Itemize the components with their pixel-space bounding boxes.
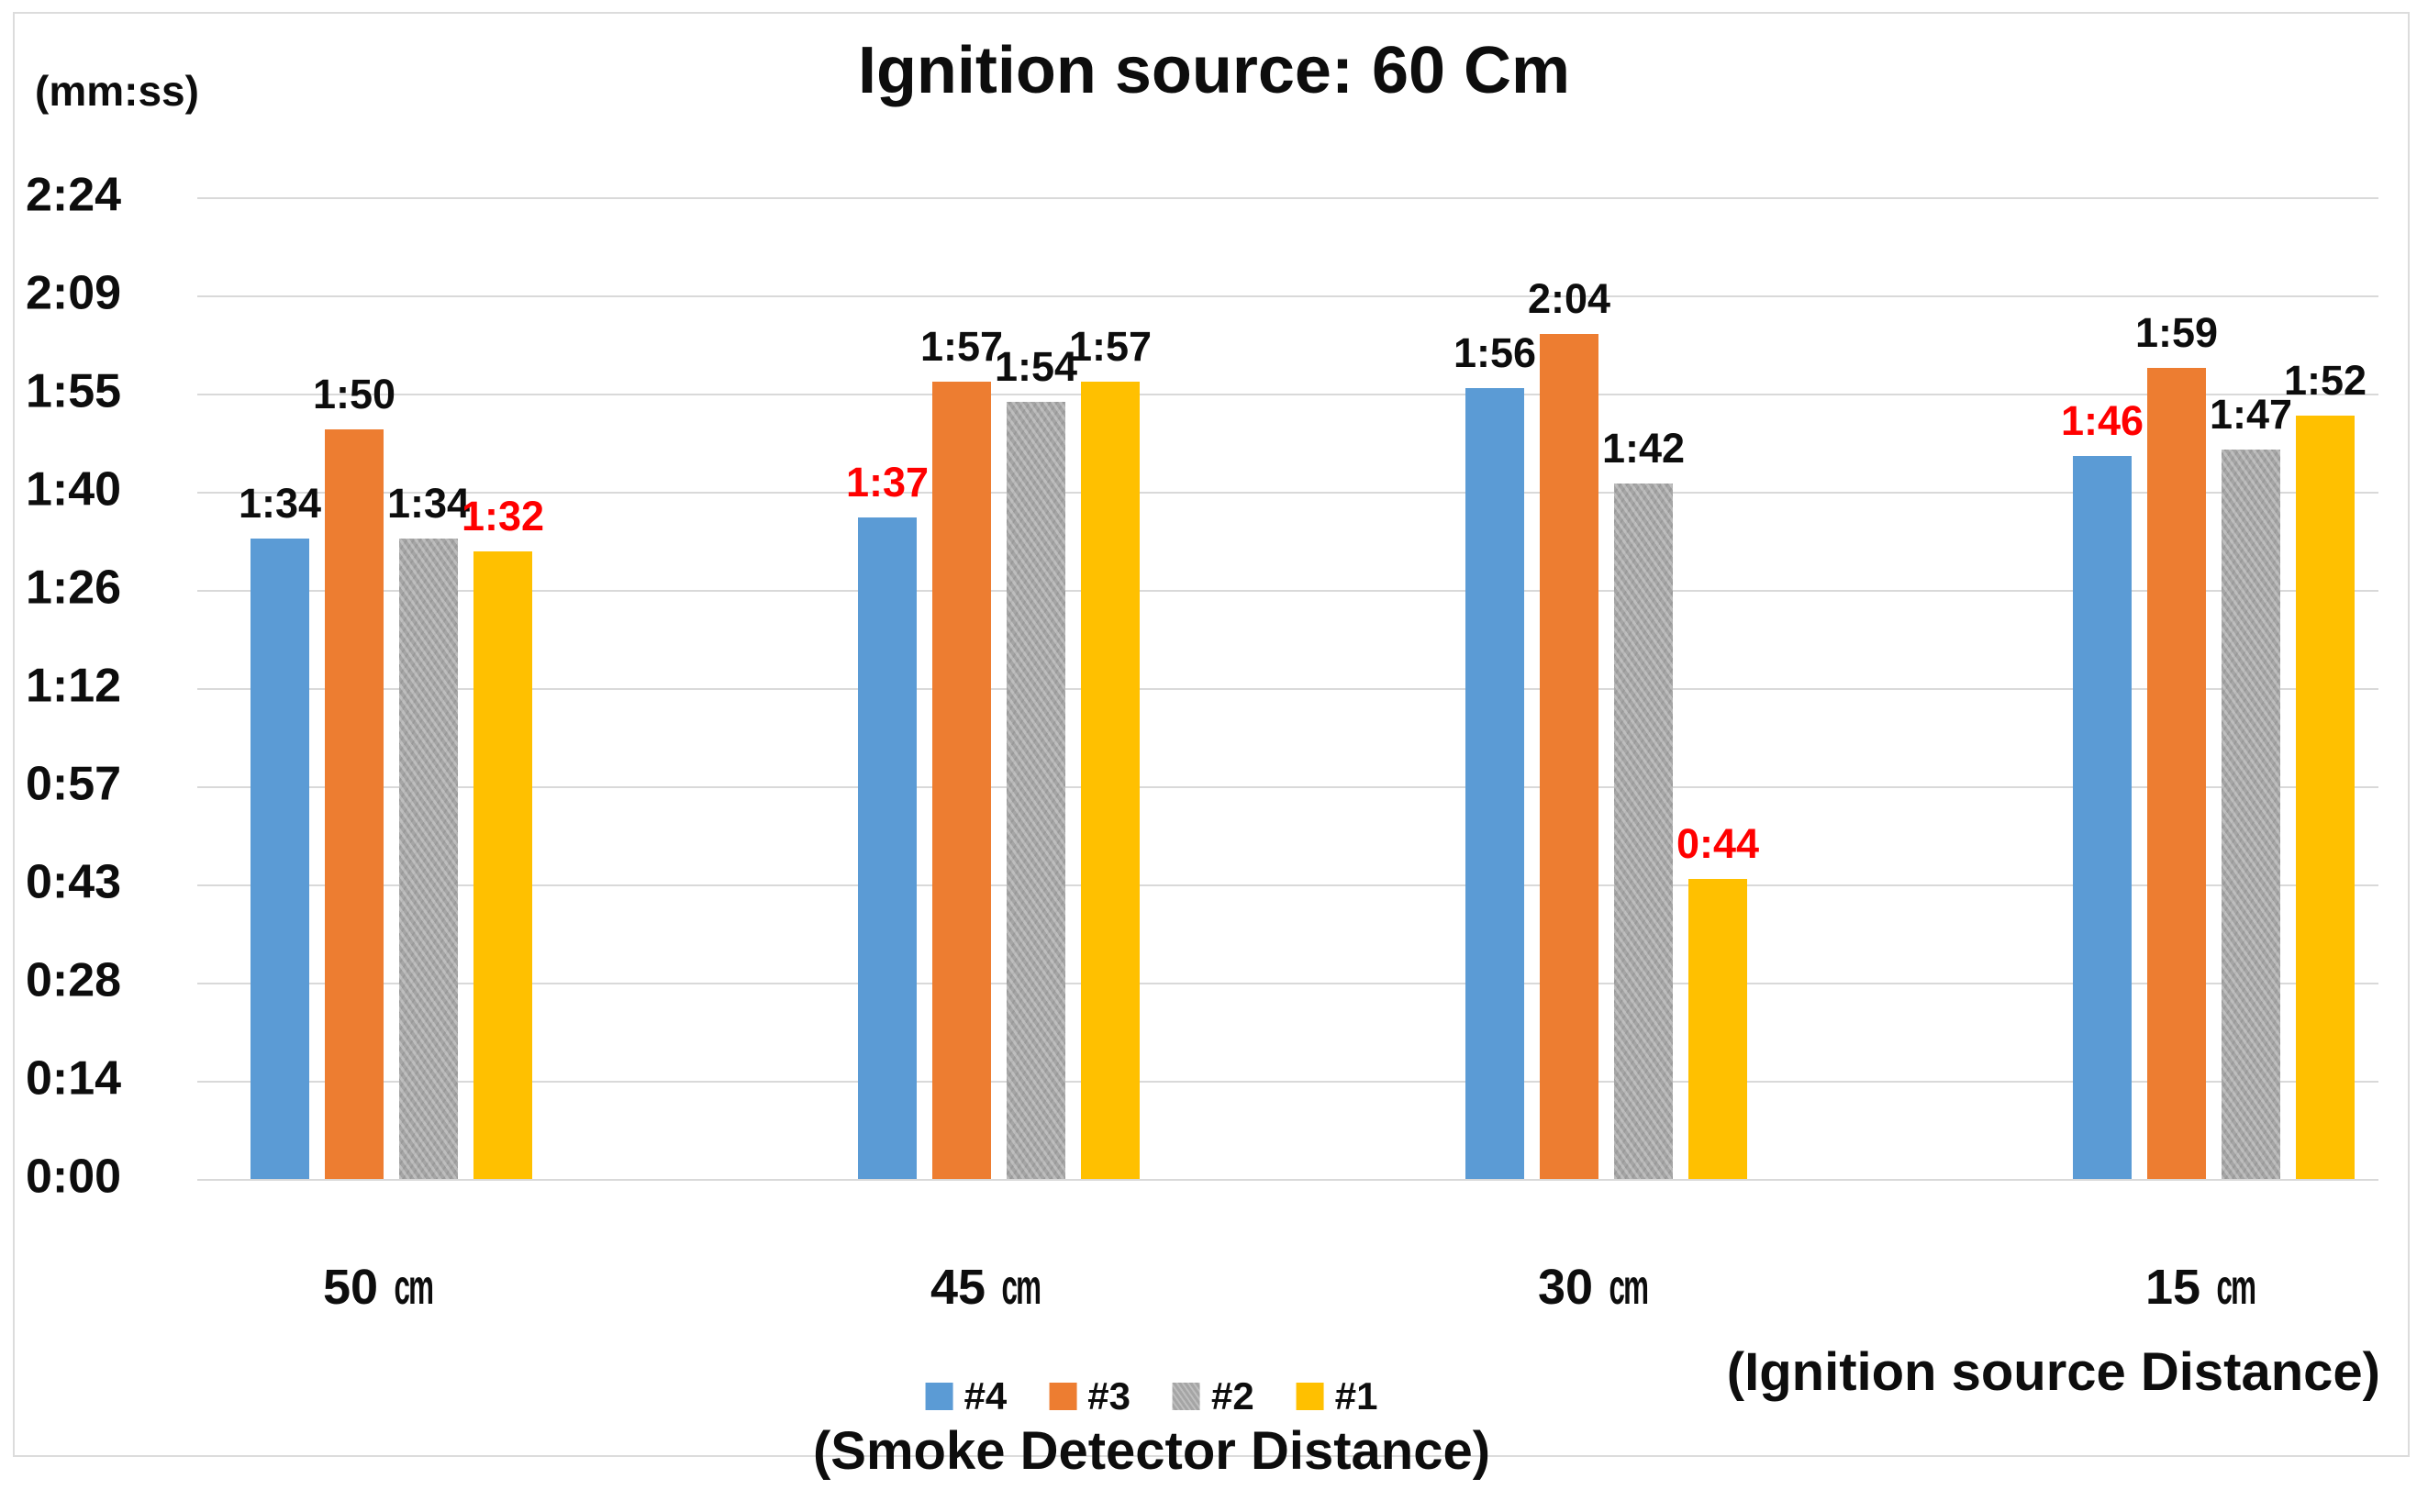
legend-label: #4 [963, 1374, 1008, 1418]
bar-s1-45cm [1081, 382, 1140, 1179]
chart-legend: #4 #3 #2 #1 [925, 1374, 1378, 1418]
gridline [197, 197, 2378, 199]
bar-value-label: 1:59 [2134, 309, 2219, 356]
gridline [197, 295, 2378, 297]
x-axis-caption-right: (Ignition source Distance) [1726, 1342, 2380, 1402]
bar-s2-50cm [399, 539, 458, 1179]
bar-s1-50cm [473, 551, 532, 1179]
x-category-label: 15 cm [2144, 1260, 2256, 1315]
gridline [197, 786, 2378, 788]
y-axis-unit-label: (mm:ss) [35, 67, 199, 115]
y-tick-label: 1:12 [26, 659, 122, 713]
bar-s4-45cm [858, 517, 917, 1179]
bar-s3-15cm [2147, 368, 2206, 1179]
bar-value-label: 0:44 [1676, 820, 1760, 867]
legend-swatch-icon [1173, 1383, 1200, 1410]
bar-s3-50cm [325, 429, 384, 1179]
legend-item-s3: #3 [1049, 1374, 1130, 1418]
bar-s4-15cm [2073, 456, 2132, 1179]
bar-s1-30cm [1688, 879, 1747, 1179]
gridline [197, 1081, 2378, 1083]
bar-value-label: 1:32 [461, 493, 545, 539]
y-tick-label: 0:14 [26, 1051, 122, 1106]
gridline [197, 1179, 2378, 1181]
bar-value-label: 1:56 [1453, 329, 1537, 376]
legend-swatch-icon [1296, 1383, 1324, 1410]
bar-s4-50cm [251, 539, 309, 1179]
bar-s2-30cm [1614, 484, 1673, 1179]
bar-value-label: 1:57 [1068, 323, 1153, 370]
legend-item-s2: #2 [1173, 1374, 1254, 1418]
y-tick-label: 1:40 [26, 462, 122, 517]
legend-swatch-icon [925, 1383, 953, 1410]
x-category-label: 30 cm [1537, 1260, 1649, 1315]
bar-s3-30cm [1540, 334, 1598, 1179]
legend-label: #3 [1087, 1374, 1130, 1418]
legend-label: #1 [1334, 1374, 1378, 1418]
bar-value-label: 1:52 [2283, 357, 2367, 404]
plot-area: 1:34 1:37 1:56 1:46 1:50 1:57 2:04 1:59 1:34 1:54… [197, 197, 2378, 1181]
y-tick-label: 2:09 [26, 266, 122, 320]
gridline [197, 590, 2378, 592]
y-tick-label: 0:43 [26, 855, 122, 909]
gridline [197, 492, 2378, 494]
bar-value-label: 1:34 [238, 480, 322, 527]
legend-swatch-icon [1049, 1383, 1077, 1410]
y-tick-label: 0:00 [26, 1150, 122, 1204]
bar-value-label: 1:42 [1601, 425, 1686, 472]
bar-value-label: 1:34 [386, 480, 471, 527]
gridline [197, 394, 2378, 395]
legend-label: #2 [1211, 1374, 1254, 1418]
bar-s4-30cm [1465, 388, 1524, 1179]
legend-item-s4: #4 [925, 1374, 1008, 1418]
y-tick-label: 1:26 [26, 561, 122, 615]
bar-value-label: 1:37 [845, 459, 930, 506]
bar-value-label: 1:50 [312, 371, 396, 417]
chart-title: Ignition source: 60 Cm [857, 34, 1571, 107]
x-category-label: 50 cm [322, 1260, 434, 1315]
bar-value-label: 1:54 [994, 343, 1078, 390]
gridline [197, 688, 2378, 690]
x-axis-caption-bottom: (Smoke Detector Distance) [812, 1421, 1491, 1481]
bar-s2-45cm [1007, 402, 1065, 1179]
bar-s1-15cm [2296, 416, 2355, 1179]
y-tick-label: 0:57 [26, 757, 122, 811]
gridline [197, 884, 2378, 886]
y-tick-label: 0:28 [26, 953, 122, 1007]
legend-item-s1: #1 [1296, 1374, 1378, 1418]
y-tick-label: 2:24 [26, 168, 122, 222]
x-category-label: 45 cm [930, 1260, 1041, 1315]
bar-s3-45cm [932, 382, 991, 1179]
y-tick-label: 1:55 [26, 364, 122, 418]
bar-value-label: 1:47 [2209, 391, 2293, 438]
bar-value-label: 1:57 [919, 323, 1004, 370]
bar-value-label: 1:46 [2060, 397, 2144, 444]
gridline [197, 983, 2378, 984]
bar-s2-15cm [2222, 450, 2280, 1179]
bar-value-label: 2:04 [1527, 275, 1611, 322]
